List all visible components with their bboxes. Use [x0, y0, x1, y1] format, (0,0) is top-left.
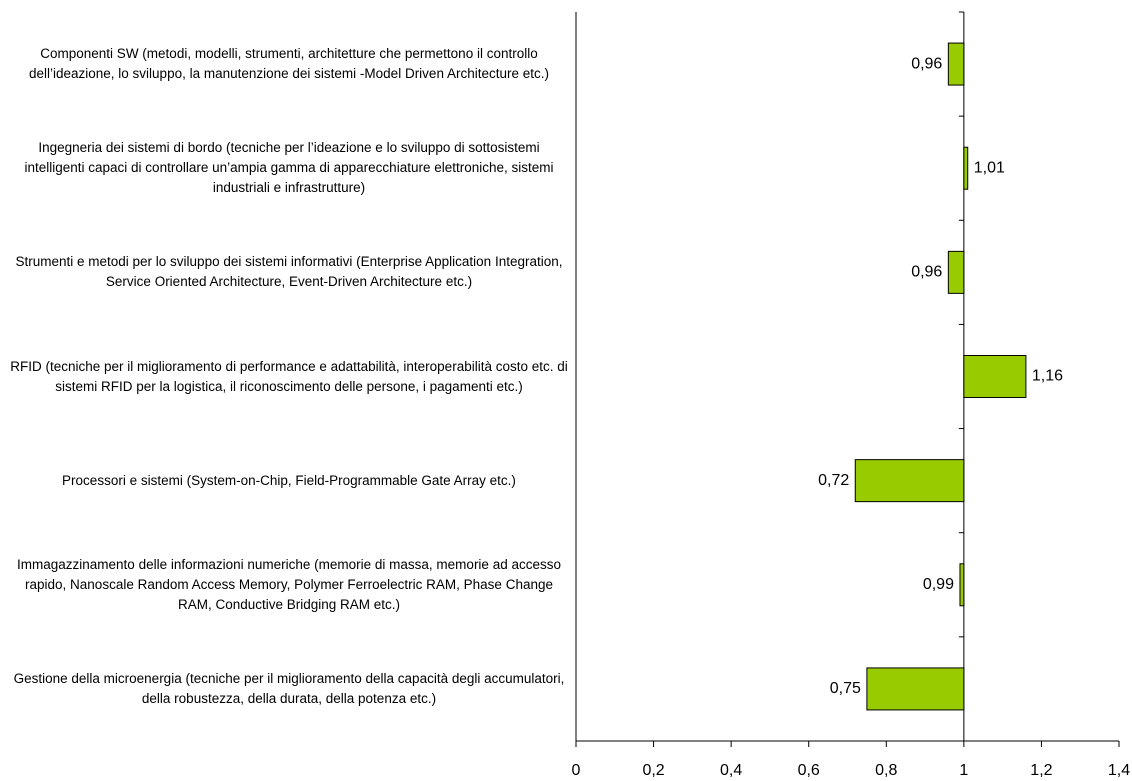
bar [866, 667, 965, 711]
x-tick-label: 0,8 [875, 762, 897, 779]
category-label: Processori e sistemi (System-on-Chip, Fi… [62, 472, 516, 488]
bar [959, 563, 965, 607]
x-tick-label: 0,6 [798, 762, 820, 779]
value-label: 0,99 [923, 576, 954, 593]
category-label: Componenti SW (metodi, modelli, strument… [28, 46, 549, 82]
category-label: Ingegneria dei sistemi di bordo (tecnich… [24, 140, 554, 196]
bar [854, 459, 965, 503]
x-tick-label: 0 [572, 762, 581, 779]
bar [947, 42, 965, 86]
x-tick-label: 0,2 [642, 762, 664, 779]
category-label: RFID (tecniche per il miglioramento di p… [10, 358, 568, 394]
x-tick-label: 1,2 [1030, 762, 1052, 779]
x-tick-label: 0,4 [720, 762, 742, 779]
category-label: Immagazzinamento delle informazioni nume… [17, 556, 561, 612]
value-label: 0,96 [911, 55, 942, 72]
value-label: 1,16 [1032, 368, 1063, 385]
category-label: Strumenti e metodi per lo sviluppo dei s… [15, 254, 563, 290]
bar [963, 355, 1027, 398]
x-tick-label: 1 [959, 762, 968, 779]
value-label: 0,75 [830, 680, 861, 697]
category-label: Gestione della microenergia (tecniche pe… [13, 670, 565, 706]
value-label: 1,01 [974, 159, 1005, 176]
bar [963, 146, 969, 190]
x-tick-label: 1,4 [1108, 762, 1130, 779]
bar [947, 250, 965, 294]
value-label: 0,96 [911, 264, 942, 281]
value-label: 0,72 [818, 472, 849, 489]
